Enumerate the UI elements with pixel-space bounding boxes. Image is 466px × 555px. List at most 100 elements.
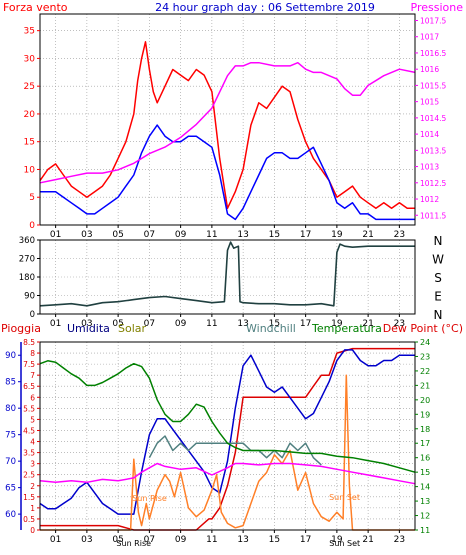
y-tick-label: 18 [420, 425, 430, 434]
y-tick-label: 30 [24, 54, 36, 64]
x-tick-label: 03 [81, 230, 92, 240]
y-tick-label: 180 [19, 273, 35, 283]
y-tick-label: 3 [30, 460, 35, 469]
y-tick-label: 0.5 [23, 515, 35, 524]
y-tick-label: 0 [29, 221, 35, 231]
y-tick-label: 15 [24, 138, 35, 148]
y-tick-label: 11 [420, 526, 430, 535]
y-tick-label: 16 [420, 454, 430, 463]
y-tick-label: 2.5 [23, 471, 35, 480]
x-tick-label: 23 [394, 230, 405, 240]
climate-panel-frame [39, 341, 416, 531]
x-tick-label: 07 [144, 319, 155, 329]
y-tick-label: 19 [420, 410, 430, 419]
y-tick-label: 4.5 [23, 426, 35, 435]
legend-label: Temperatura [311, 322, 382, 335]
legend-label: Windchill [246, 322, 296, 335]
climate-panel-legend: Pioggia Umidita Solar Windchill Temperatura D… [1, 322, 463, 335]
y-tick-label: 17 [420, 439, 430, 448]
x-tick-label: 15 [269, 230, 280, 240]
sunrise-tick-label: Sun Rise [116, 539, 151, 548]
y-tick-label: 20 [420, 396, 430, 405]
x-tick-label: 13 [237, 535, 248, 545]
compass-label: N [434, 308, 443, 322]
y-tick-label: 1 [30, 504, 35, 513]
y-tick-label: 1014.5 [420, 114, 446, 123]
x-tick-label: 11 [206, 319, 217, 329]
y-tick-label: 1011.5 [420, 211, 446, 220]
pressure-axis-title: Pressione [411, 1, 464, 14]
compass-label: E [434, 290, 442, 304]
sunset-annotation: Sun Set [329, 493, 360, 502]
series-line-umidita [39, 349, 415, 515]
legend-label: Dew Point (°C) [383, 322, 463, 335]
x-tick-label: 01 [50, 535, 61, 545]
x-tick-label: 05 [112, 319, 123, 329]
y-tick-label: 6.5 [23, 382, 35, 391]
x-tick-label: 17 [300, 535, 311, 545]
x-tick-label: 01 [50, 319, 61, 329]
x-tick-label: 17 [300, 319, 311, 329]
y-tick-label: 360 [19, 236, 35, 246]
compass-label: W [432, 253, 444, 267]
y-tick-label: 35 [24, 27, 35, 37]
y-tick-label: 6 [30, 393, 35, 402]
y-tick-label: 1015 [420, 98, 439, 107]
series-line-2 [39, 61, 416, 184]
y-tick-label: 8.5 [23, 338, 35, 347]
y-tick-label: 7 [30, 371, 35, 380]
x-tick-label: 07 [144, 535, 155, 545]
climate-panel-series [39, 347, 416, 531]
y-tick-label: 12 [420, 512, 430, 521]
y-tick-label: 8 [30, 349, 35, 358]
x-tick-label: 05 [112, 230, 123, 240]
sunset-tick-label: Sun Set [329, 539, 360, 548]
y-tick-label: 5.5 [23, 404, 35, 413]
y-tick-label: 3.5 [23, 449, 35, 458]
x-tick-label: 03 [81, 535, 92, 545]
y-tick-label: 65 [5, 484, 16, 494]
compass-label: N [434, 234, 443, 248]
y-tick-label: 1012 [420, 195, 439, 204]
x-tick-label: 11 [206, 535, 217, 545]
compass-label: S [434, 271, 442, 285]
y-tick-label: 270 [19, 255, 35, 265]
y-tick-label: 1013.5 [420, 146, 446, 155]
direction-panel-series [39, 241, 415, 307]
x-tick-label: 21 [362, 319, 373, 329]
y-tick-label: 15 [420, 468, 430, 477]
x-tick-label: 09 [175, 535, 187, 545]
y-tick-label: 5 [29, 193, 35, 203]
y-tick-label: 20 [24, 110, 36, 120]
x-tick-label: 21 [362, 230, 373, 240]
y-tick-label: 1013 [420, 163, 439, 172]
x-tick-label: 05 [112, 535, 123, 545]
x-tick-label: 21 [362, 535, 373, 545]
y-tick-label: 1016 [420, 65, 439, 74]
sunrise-annotation: Sun Rise [132, 494, 167, 503]
y-tick-label: 90 [5, 351, 16, 361]
x-tick-label: 19 [331, 319, 343, 329]
y-tick-label: 5 [30, 415, 35, 424]
series-line-temperatura [39, 360, 416, 473]
x-tick-label: 01 [50, 230, 61, 240]
chart-title: 24 hour graph day : 06 Settembre 2019 [155, 1, 375, 14]
series-line-0 [39, 241, 415, 307]
y-tick-label: 0 [30, 310, 35, 320]
y-tick-label: 10 [24, 165, 36, 175]
legend-label: Solar [118, 322, 147, 335]
x-tick-label: 15 [269, 319, 280, 329]
y-tick-label: 70 [5, 457, 16, 467]
legend-label: Umidita [67, 322, 110, 335]
y-tick-label: 90 [24, 292, 35, 302]
x-tick-label: 23 [394, 535, 405, 545]
y-tick-label: 1012.5 [420, 179, 446, 188]
y-tick-label: 1014 [420, 130, 439, 139]
legend-label: Pioggia [1, 322, 41, 335]
x-tick-label: 13 [237, 319, 248, 329]
y-tick-label: 85 [5, 378, 16, 388]
y-tick-label: 80 [5, 404, 16, 414]
climate-panel-axes: 01 03 05 07 09 11 13 15 17 19 21 236065707580859000… [5, 338, 430, 548]
